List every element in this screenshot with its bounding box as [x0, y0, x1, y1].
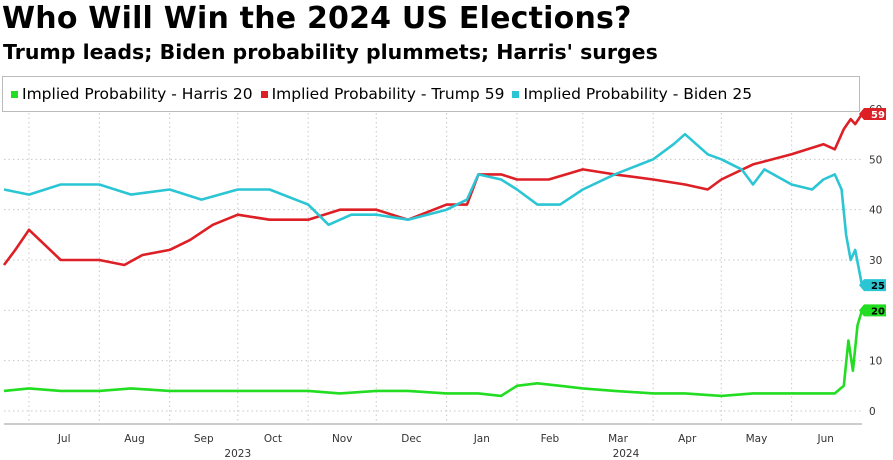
y-tick-label-30: 30: [869, 255, 882, 267]
x-year-label-2023: 2023: [224, 448, 251, 460]
legend-swatch-harris: [11, 90, 18, 98]
x-year-label-2024: 2024: [613, 448, 640, 460]
y-tick-label-10: 10: [869, 356, 882, 368]
chart-subtitle: Trump leads; Biden probability plummets;…: [3, 40, 658, 64]
x-tick-label-aug: Aug: [124, 433, 145, 445]
y-tick-label-0: 0: [869, 406, 876, 418]
x-tick-label-oct: Oct: [264, 433, 282, 445]
end-badge-biden: [859, 279, 886, 292]
y-tick-label-40: 40: [869, 205, 882, 217]
y-tick-label-50: 50: [869, 154, 882, 166]
x-tick-label-jan: Jan: [473, 433, 490, 445]
series-line-trump: [2, 113, 864, 267]
x-tick-label-jul: Jul: [57, 433, 71, 445]
x-tick-label-mar: Mar: [608, 433, 628, 445]
x-tick-label-nov: Nov: [332, 433, 353, 445]
legend-value-trump: 59: [484, 85, 505, 103]
legend-swatch-biden: [512, 90, 520, 98]
end-badge-harris: [859, 304, 886, 317]
legend-item-trump: Implied Probability - Trump 59: [260, 85, 505, 103]
legend-swatch-trump: [260, 90, 268, 98]
end-badge-trump: [859, 108, 886, 121]
chart-legend: Implied Probability - Harris 20 Implied …: [2, 76, 860, 112]
series-line-harris: [3, 309, 864, 398]
end-badge-label-harris: 20: [871, 306, 885, 317]
x-tick-label-apr: Apr: [678, 433, 697, 445]
chart-title: Who Will Win the 2024 US Elections?: [2, 1, 632, 36]
legend-item-biden: Implied Probability - Biden 25: [512, 85, 752, 103]
x-tick-label-may: May: [746, 433, 768, 445]
x-tick-label-jun: Jun: [816, 433, 833, 445]
end-badge-label-biden: 25: [871, 281, 885, 292]
legend-label-harris: Implied Probability - Harris: [22, 85, 228, 103]
series-line-biden: [3, 132, 864, 286]
x-tick-label-sep: Sep: [194, 433, 214, 445]
x-tick-label-feb: Feb: [541, 433, 560, 445]
legend-value-biden: 25: [732, 85, 753, 103]
x-tick-label-dec: Dec: [401, 433, 422, 445]
legend-value-harris: 20: [232, 85, 253, 103]
legend-item-harris: Implied Probability - Harris 20: [11, 85, 253, 103]
legend-label-trump: Implied Probability - Trump: [271, 85, 480, 103]
end-badge-label-trump: 59: [871, 110, 885, 121]
legend-label-biden: Implied Probability - Biden: [523, 85, 728, 103]
